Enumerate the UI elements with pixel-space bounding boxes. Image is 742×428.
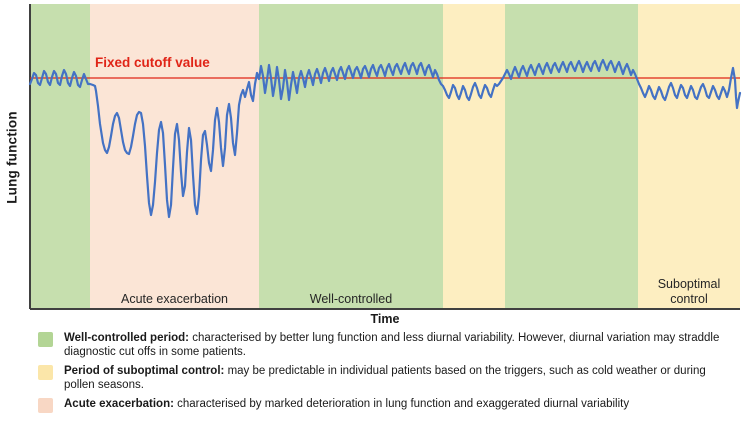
region-label-suboptimal-control: Suboptimal control <box>657 277 721 306</box>
x-axis-label: Time <box>370 312 400 326</box>
region-label-acute-exacerbation: Acute exacerbation <box>120 292 228 306</box>
legend-desc: characterised by better lung function an… <box>64 332 720 359</box>
legend-term: Acute exacerbation: <box>64 398 174 411</box>
legend-swatch <box>38 398 53 414</box>
region-band-well-controlled <box>259 4 443 309</box>
fixed-cutoff-label: Fixed cutoff value <box>95 55 210 70</box>
legend-text: Period of suboptimal control: may be pre… <box>64 364 738 392</box>
legend-term: Period of suboptimal control: <box>64 365 225 378</box>
region-band-well-controlled <box>31 4 90 309</box>
region-label-well-controlled: Well-controlled <box>309 292 393 306</box>
legend-term: Well-controlled period: <box>64 332 190 344</box>
lung-function-line <box>28 58 742 219</box>
legend-item: Acute exacerbation: characterised by mar… <box>38 397 738 414</box>
legend-item: Period of suboptimal control: may be pre… <box>38 364 738 392</box>
legend-swatch <box>38 365 53 381</box>
region-band-suboptimal-control <box>638 4 740 309</box>
legend-item: Well-controlled period: characterised by… <box>38 331 738 359</box>
legend-desc: characterised by marked deterioration in… <box>173 398 630 411</box>
region-band-suboptimal-control <box>443 4 505 309</box>
chart-area: Lung function Fixed cutoff value Acute e… <box>4 4 742 326</box>
legend-text: Well-controlled period: characterised by… <box>64 331 738 359</box>
legend-desc: may be predictable in individual patient… <box>64 365 706 392</box>
legend-text: Acute exacerbation: characterised by mar… <box>64 397 629 411</box>
region-band-well-controlled <box>505 4 638 309</box>
legend-swatch <box>38 332 53 347</box>
lung-function-chart <box>28 4 742 310</box>
legend: Well-controlled period: characterised by… <box>38 331 738 414</box>
y-axis-label: Lung function <box>4 111 20 204</box>
